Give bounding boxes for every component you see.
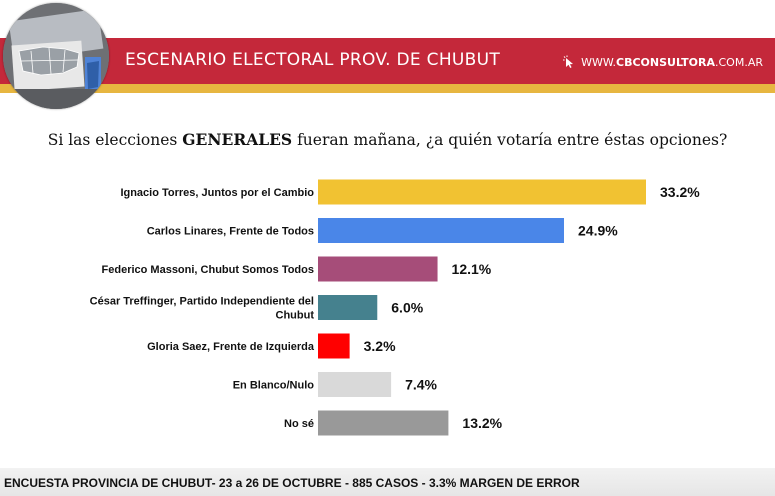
- bar-0: [318, 179, 646, 205]
- header-title: ESCENARIO ELECTORAL PROV. DE CHUBUT: [125, 50, 501, 70]
- logo-map-image: [3, 3, 109, 109]
- brand-suffix: .COM.AR: [715, 55, 763, 69]
- brand-name: CBCONSULTORA: [616, 55, 715, 69]
- bar-6: [318, 410, 449, 436]
- data-label-5: 7.4%: [405, 377, 437, 393]
- data-label-1: 24.9%: [578, 223, 618, 239]
- category-label-5: En Blanco/Nulo: [233, 380, 315, 392]
- category-label-3-line-0: César Treffinger, Partido Independiente …: [90, 296, 314, 308]
- bar-3: [318, 295, 378, 320]
- question-emphasis: GENERALES: [182, 130, 293, 149]
- question-before: Si las elecciones: [47, 131, 183, 149]
- question-after: fueran mañana, ¿a quién votaría entre és…: [292, 131, 728, 149]
- data-label-6: 13.2%: [462, 415, 502, 431]
- bar-chart: 33.2% Ignacio Torres, Juntos por el Cambi…: [90, 179, 700, 436]
- category-label-6: No sé: [284, 418, 314, 430]
- bar-5: [318, 372, 392, 397]
- cursor-click-icon: [563, 55, 574, 68]
- data-label-0: 33.2%: [660, 184, 700, 200]
- category-label-4: Gloria Saez, Frente de Izquierda: [147, 341, 315, 353]
- category-label-1: Carlos Linares, Frente de Todos: [147, 226, 314, 238]
- category-label-3-line-1: Chubut: [276, 310, 315, 322]
- footer-text: ENCUESTA PROVINCIA DE CHUBUT- 23 a 26 DE…: [4, 476, 580, 490]
- data-label-4: 3.2%: [364, 338, 396, 354]
- brand-prefix: WWW.: [581, 55, 617, 69]
- header-banner: [0, 38, 775, 84]
- question-title: Si las elecciones GENERALES fueran mañan…: [0, 130, 775, 149]
- category-label-2: Federico Massoni, Chubut Somos Todos: [102, 264, 314, 276]
- footer-bar: [0, 468, 775, 496]
- category-label-0: Ignacio Torres, Juntos por el Cambio: [120, 187, 314, 199]
- data-label-2: 12.1%: [452, 261, 492, 277]
- bar-4: [318, 333, 350, 359]
- brand-website[interactable]: WWW.CBCONSULTORA.COM.AR: [562, 55, 763, 69]
- map-icon: [3, 3, 109, 109]
- bar-2: [318, 256, 438, 282]
- bar-1: [318, 218, 564, 243]
- data-label-3: 6.0%: [391, 300, 423, 316]
- header-stripe: [0, 84, 775, 93]
